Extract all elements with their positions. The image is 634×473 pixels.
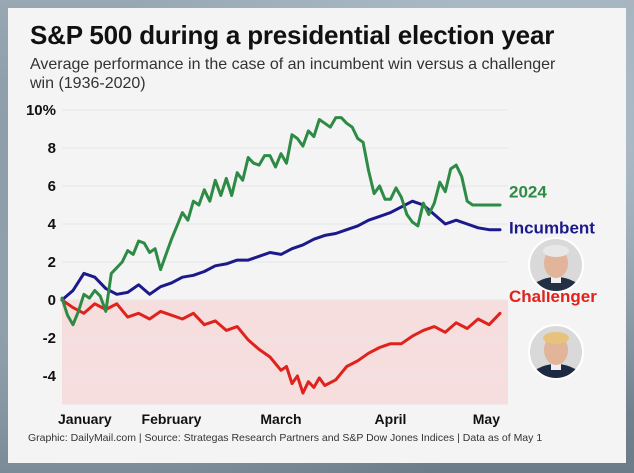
x-tick-label: May (473, 411, 500, 427)
y-tick-label: 2 (48, 254, 56, 271)
series-label-incumbent: Incumbent (509, 219, 595, 238)
y-tick-label: 0 (48, 292, 56, 309)
series-label-challenger: Challenger (509, 287, 597, 306)
x-tick-label: January (58, 411, 112, 427)
gridline-layer (62, 109, 508, 377)
series-line-challenger (60, 298, 502, 395)
portraits (528, 237, 584, 380)
y-tick-label: -2 (43, 330, 56, 347)
negative-region (62, 300, 508, 405)
negative-region-layer (62, 300, 508, 405)
x-tick-label: February (142, 411, 202, 427)
challenger-portrait (528, 324, 584, 380)
y-tick-label: 8 (48, 140, 56, 157)
series-labels: 2024 Incumbent Challenger (509, 182, 597, 306)
y-tick-label: -4 (43, 368, 57, 385)
y-tick-label: 4 (48, 216, 57, 233)
x-axis-ticks: January February March April May (58, 411, 500, 427)
incumbent-portrait (528, 237, 584, 293)
y-tick-label: 10% (26, 102, 56, 119)
series-label-2024: 2024 (509, 182, 547, 201)
x-tick-label: March (260, 411, 301, 427)
y-tick-label: 6 (48, 178, 56, 195)
series-lines (60, 116, 502, 395)
series-line-2024 (60, 116, 502, 327)
chart-title: S&P 500 during a presidential election y… (30, 20, 555, 50)
x-tick-label: April (375, 411, 407, 427)
y-axis-ticks: 10% 8 6 4 2 0 -2 -4 (26, 102, 57, 385)
chart-subtitle: Average performance in the case of an in… (30, 56, 556, 92)
chart-footer: Graphic: DailyMail.com | Source: Strateg… (28, 432, 543, 444)
